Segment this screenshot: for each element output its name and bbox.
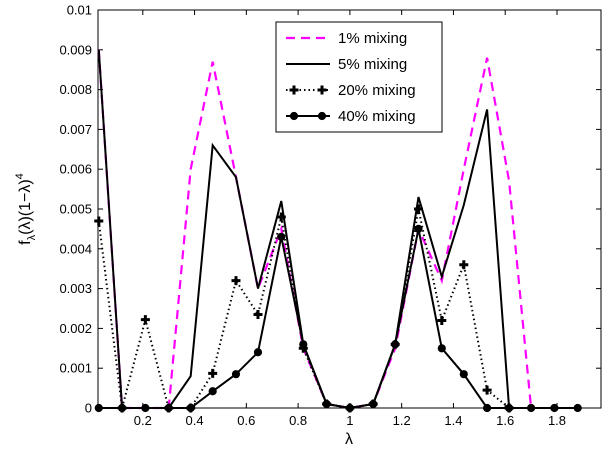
legend-label: 1% mixing [338, 30, 407, 47]
data-point [231, 276, 241, 286]
data-point [140, 315, 150, 325]
data-point [459, 370, 468, 379]
data-point [459, 260, 469, 270]
y-axis-label-text: fλ(λ)(1−λ)4 [14, 173, 38, 245]
legend-entry: 20% mixing [286, 82, 416, 99]
y-tick-label: 0.004 [59, 241, 92, 256]
legend-box [275, 21, 443, 133]
x-tick-label: 0.2 [134, 413, 152, 428]
legend-marker [317, 111, 327, 121]
y-axis-label: fλ(λ)(1−λ)4 [14, 173, 38, 245]
data-point [117, 403, 127, 413]
y-tick-label: 0.002 [59, 321, 92, 336]
x-tick-label: 0.6 [237, 413, 255, 428]
data-point [437, 344, 446, 353]
data-point [253, 309, 263, 319]
data-point [94, 403, 103, 413]
legend-entry: 5% mixing [286, 56, 407, 73]
data-point [369, 399, 378, 409]
y-tick-label: 0.005 [59, 202, 92, 217]
series-4 [94, 224, 582, 413]
legend: 1% mixing 5% mixing 20% mixing 40% mixing [275, 21, 443, 133]
data-point [437, 315, 447, 325]
legend-entry: 40% mixing [286, 108, 416, 125]
data-point [573, 403, 582, 413]
y-tick-label: 0.009 [59, 42, 92, 57]
data-point [322, 399, 331, 409]
data-point [277, 232, 286, 241]
series-line [98, 228, 578, 410]
y-tick-label: 0.003 [59, 281, 92, 296]
y-tick-label: 0.006 [59, 162, 92, 177]
legend-marker [317, 85, 327, 95]
x-tick-label: 0.4 [186, 413, 204, 428]
data-point [414, 224, 423, 233]
legend-marker [289, 85, 299, 95]
data-point [550, 403, 559, 413]
data-point [231, 370, 241, 379]
data-point [186, 403, 195, 413]
data-point [391, 340, 400, 349]
legend-entry: 1% mixing [286, 30, 407, 47]
data-point [345, 403, 354, 413]
data-point [482, 403, 492, 413]
data-point [504, 403, 514, 413]
x-axis-label: λ [345, 431, 353, 448]
series-lines [94, 49, 582, 413]
y-tick-label: 0.007 [59, 122, 92, 137]
data-point [253, 348, 263, 357]
x-tick-label: 1.6 [496, 413, 514, 428]
x-tick-label: 1 [346, 413, 353, 428]
data-point [141, 403, 150, 413]
data-point [482, 385, 492, 395]
data-point [527, 403, 536, 413]
data-point [94, 216, 104, 226]
y-tick-label: 0.008 [59, 82, 92, 97]
data-point [164, 403, 173, 413]
legend-marker [289, 111, 299, 121]
data-point [276, 212, 286, 222]
data-point [208, 368, 218, 378]
y-tick-label: 0.001 [59, 361, 92, 376]
legend-label: 40% mixing [338, 108, 416, 125]
x-tick-label: 1.8 [548, 413, 566, 428]
y-tick-label: 0.01 [67, 3, 92, 18]
x-tick-label: 0.8 [289, 413, 307, 428]
data-point [413, 204, 423, 214]
y-tick-label: 0 [85, 401, 92, 416]
legend-label: 5% mixing [338, 56, 407, 73]
x-tick-label: 1.2 [393, 413, 411, 428]
legend-label: 20% mixing [338, 82, 416, 99]
data-point [208, 387, 217, 396]
data-point [299, 340, 308, 349]
axis-ticks: 0.2 0.4 0.6 0.8 1 1.2 1.4 1.6 1.8 0 0.001 0.002 0.00… [59, 3, 601, 428]
x-tick-label: 1.4 [444, 413, 462, 428]
